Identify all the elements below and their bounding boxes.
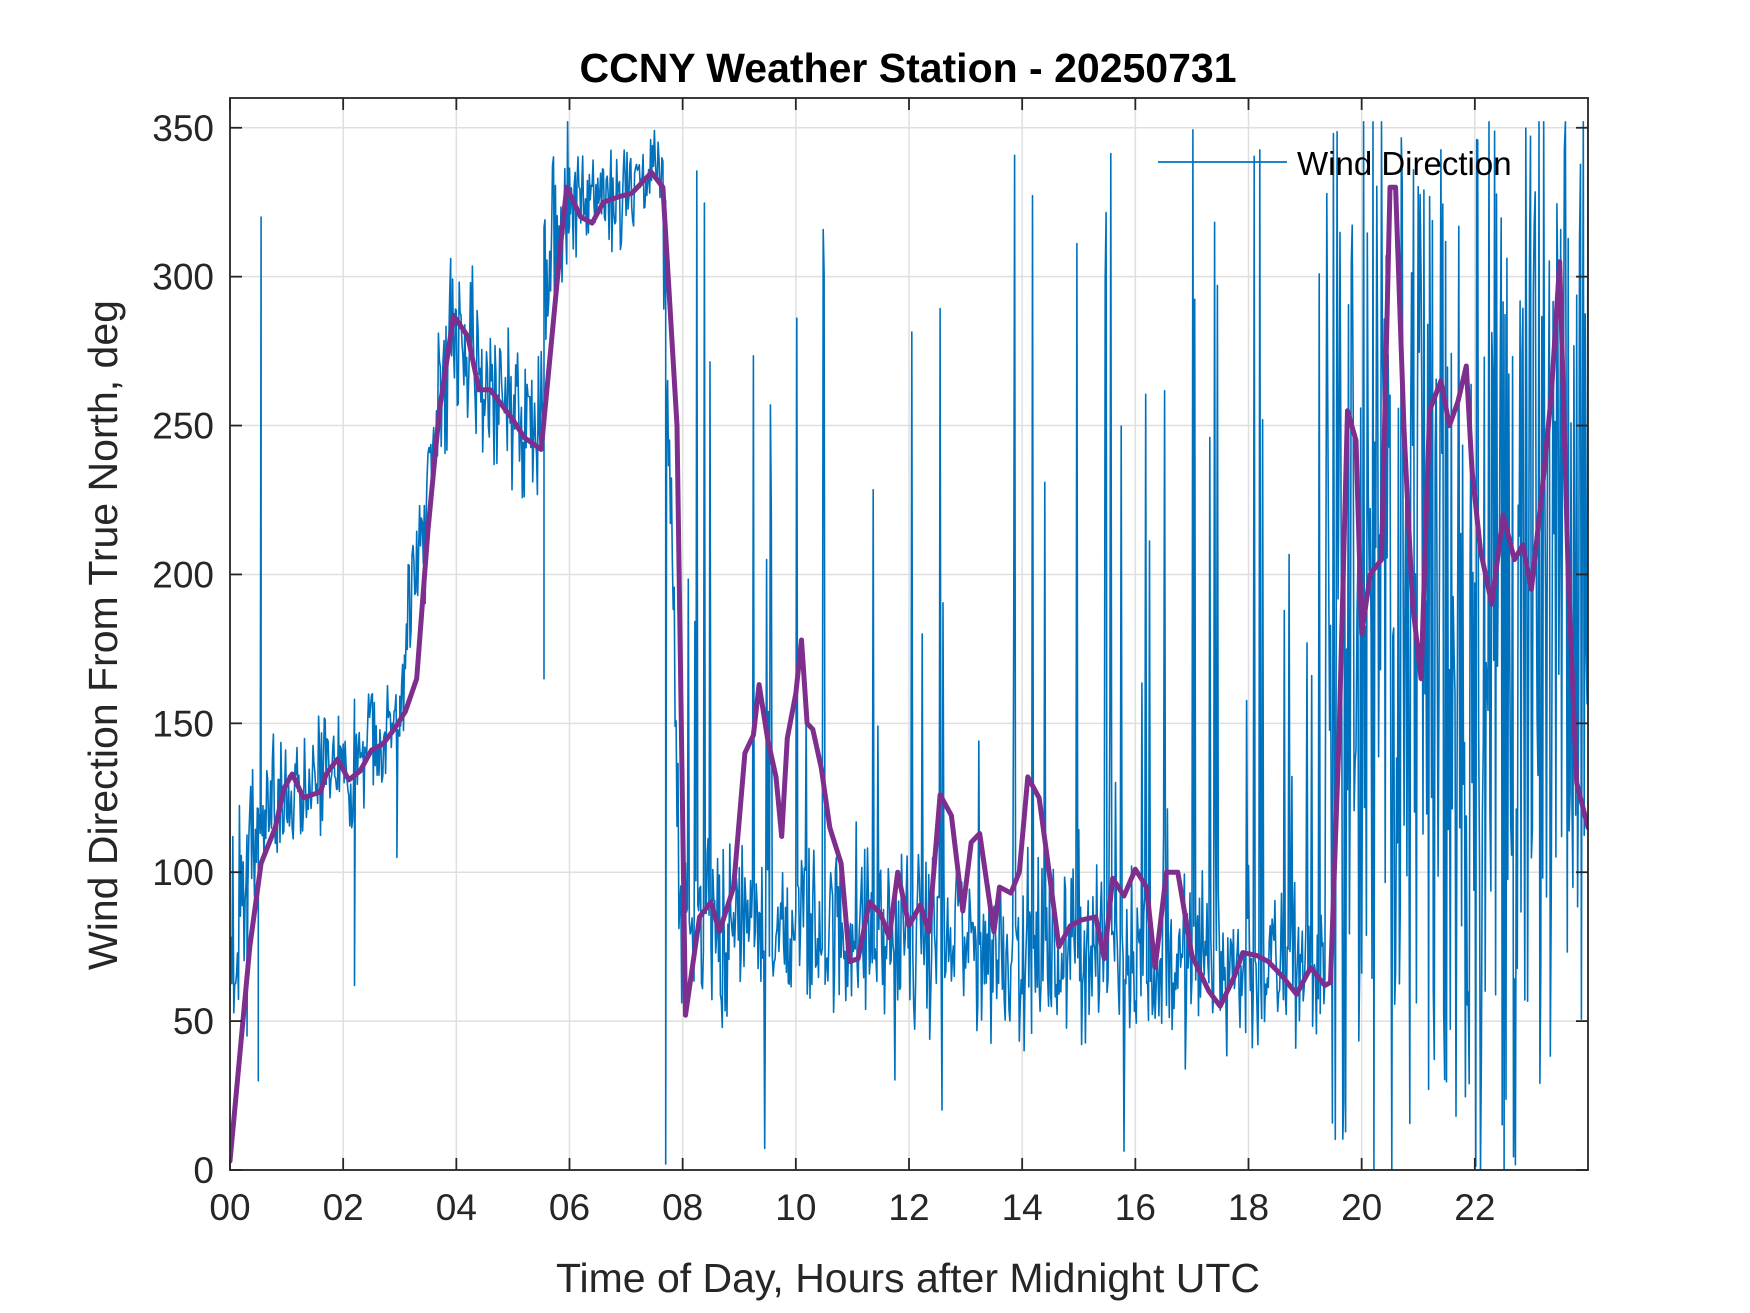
x-tick-label: 00 <box>209 1187 250 1228</box>
x-tick-label: 10 <box>775 1187 816 1228</box>
y-tick-label: 0 <box>193 1150 214 1191</box>
x-tick-label: 12 <box>888 1187 929 1228</box>
x-tick-label: 18 <box>1228 1187 1269 1228</box>
x-tick-label: 20 <box>1341 1187 1382 1228</box>
x-tick-label: 16 <box>1115 1187 1156 1228</box>
x-tick-label: 04 <box>436 1187 477 1228</box>
y-tick-label: 250 <box>152 406 214 447</box>
x-tick-label: 08 <box>662 1187 703 1228</box>
x-tick-label: 02 <box>323 1187 364 1228</box>
legend-label-wind-direction: Wind Direction <box>1297 145 1512 182</box>
x-tick-label: 06 <box>549 1187 590 1228</box>
y-tick-label: 150 <box>152 703 214 744</box>
y-tick-label: 100 <box>152 852 214 893</box>
y-tick-label: 50 <box>173 1001 214 1042</box>
y-tick-label: 350 <box>152 108 214 149</box>
x-tick-label: 14 <box>1002 1187 1043 1228</box>
y-tick-label: 200 <box>152 554 214 595</box>
axis-ticks <box>229 98 1588 1171</box>
chart-title: CCNY Weather Station - 20250731 <box>579 45 1236 91</box>
wind-direction-smoothed-line <box>230 169 1588 1164</box>
y-tick-label: 300 <box>152 257 214 298</box>
legend: Wind Direction <box>1158 145 1512 182</box>
x-tick-labels: 00 02 04 06 08 10 12 14 16 18 20 22 <box>209 1187 1495 1228</box>
y-tick-labels: 0 50 100 150 200 250 300 350 <box>152 108 214 1191</box>
data-layer <box>230 121 1588 1170</box>
y-axis-label: Wind Direction From True North, deg <box>80 300 126 970</box>
x-axis-label: Time of Day, Hours after Midnight UTC <box>556 1255 1260 1301</box>
x-tick-label: 22 <box>1454 1187 1495 1228</box>
